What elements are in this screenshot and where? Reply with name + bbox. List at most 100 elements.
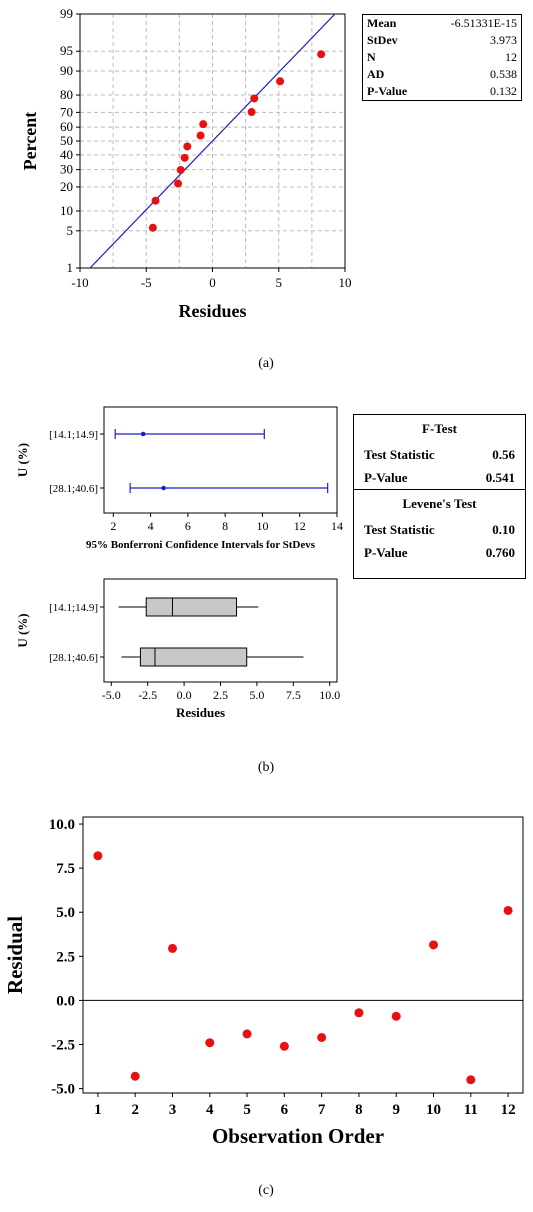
data-point — [503, 905, 513, 915]
fit-line — [89, 14, 336, 268]
interval-estimate — [161, 485, 166, 491]
x-tick-label: 14 — [331, 519, 343, 533]
data-point — [429, 940, 439, 950]
data-point — [279, 1041, 289, 1051]
f-test-statistic-label: Test Statistic — [364, 447, 435, 462]
x-tick-label: 10 — [256, 519, 268, 533]
stdev-interval-plot: 2 4 6 8 10 12 14 [14.1;14.9] [28.1;40.6] 95% Bonf… — [15, 406, 343, 551]
boxplot: -5.0 -2.5 0.0 2.5 5.0 7.5 10.0 [14.1;14.9] [28.1… — [15, 578, 340, 720]
x-tick-label: -2.5 — [138, 688, 157, 702]
stats-row: N 12 — [363, 49, 522, 66]
residual-order-plot: 10.07.55.02.50.0-2.5-5.01 2 3 4 5 6 7 8 9 10 11 12O… — [3, 816, 524, 1148]
x-tick-label: 8 — [222, 519, 228, 533]
stats-row: AD 0.538 — [363, 66, 522, 83]
data-point — [466, 1075, 476, 1085]
x-tick-label: 5 — [276, 275, 283, 290]
iqr-box — [139, 647, 248, 667]
x-tick-label: 4 — [148, 519, 154, 533]
x-tick-label: 5.0 — [249, 688, 264, 702]
x-tick-label: -10 — [71, 275, 88, 290]
y-tick-label: 70 — [60, 104, 73, 119]
x-axis-label: 95% Bonferroni Confidence Intervals for … — [86, 539, 316, 551]
x-tick-label: 2 — [131, 1102, 139, 1118]
category-label: [28.1;40.6] — [49, 483, 98, 495]
x-tick-label: 3 — [169, 1102, 177, 1118]
y-tick-label: 1 — [67, 260, 74, 275]
y-tick-label: 10 — [60, 203, 73, 218]
x-tick-label: 12 — [294, 519, 306, 533]
stats-label: Mean — [367, 16, 397, 30]
stats-label: N — [367, 50, 376, 64]
stats-value: 0.132 — [490, 84, 517, 98]
data-point — [250, 94, 259, 103]
x-tick-label: 0 — [209, 275, 216, 290]
y-axis-label: U (%) — [15, 443, 30, 477]
x-tick-label: 11 — [464, 1102, 478, 1118]
stats-row: P-Value 0.132 — [363, 83, 522, 101]
f-test-pvalue-label: P-Value — [364, 470, 408, 485]
x-tick-label: 9 — [392, 1102, 400, 1118]
data-point — [148, 223, 157, 232]
data-point — [247, 108, 256, 117]
y-tick-label: -5.0 — [51, 1082, 75, 1098]
plot-frame — [103, 578, 338, 683]
levene-pvalue-value: 0.760 — [485, 545, 515, 560]
data-point — [151, 196, 160, 205]
x-tick-label: 5 — [243, 1102, 251, 1118]
y-tick-label: 0.0 — [56, 993, 75, 1009]
x-tick-label: 10 — [339, 275, 352, 290]
y-tick-label: 20 — [60, 179, 73, 194]
f-test-statistic-value: 0.56 — [492, 447, 515, 462]
data-point — [205, 1038, 215, 1048]
x-axis-label: Observation Order — [212, 1124, 384, 1148]
data-point — [317, 50, 326, 59]
levene-pvalue-row: P-Value 0.760 — [364, 541, 515, 564]
stats-value: 0.538 — [490, 67, 517, 81]
data-point — [242, 1029, 252, 1039]
stats-table-a: Mean -6.51331E-15 StDev 3.973 N 12 AD 0.538 P-Va… — [362, 14, 522, 101]
stats-value: 12 — [505, 50, 517, 64]
y-tick-label: 40 — [60, 147, 73, 162]
data-point — [183, 142, 192, 151]
category-label: [14.1;14.9] — [49, 429, 98, 441]
x-axis-label: Residues — [176, 705, 225, 720]
y-axis-label: Residual — [3, 916, 27, 994]
y-tick-label: 10.0 — [49, 817, 75, 833]
x-tick-label: 4 — [206, 1102, 214, 1118]
stats-row: Mean -6.51331E-15 — [363, 15, 522, 33]
stats-label: StDev — [367, 33, 398, 47]
x-tick-label: 2.5 — [213, 688, 228, 702]
x-tick-label: -5 — [141, 275, 152, 290]
levene-test-title: Levene's Test — [402, 496, 477, 511]
iqr-box — [145, 597, 238, 617]
plot-frame — [82, 816, 524, 1094]
y-tick-label: 2.5 — [56, 949, 75, 965]
levene-statistic-row: Test Statistic 0.10 — [364, 518, 515, 541]
data-point — [199, 120, 208, 129]
plot-frame — [103, 406, 338, 514]
y-tick-label: 5.0 — [56, 905, 75, 921]
category-label: [14.1;14.9] — [49, 602, 98, 614]
f-test-pvalue-row: P-Value 0.541 — [364, 466, 515, 489]
caption-a: (a) — [258, 356, 274, 371]
levene-statistic-label: Test Statistic — [364, 522, 435, 537]
data-point — [196, 131, 205, 140]
y-axis-label: U (%) — [15, 613, 30, 647]
y-tick-label: 80 — [60, 87, 73, 102]
y-tick-label: 90 — [60, 63, 73, 78]
levene-statistic-value: 0.10 — [492, 522, 515, 537]
x-axis-label: Residues — [178, 301, 246, 321]
x-tick-label: 1 — [94, 1102, 102, 1118]
data-point — [391, 1011, 401, 1021]
y-tick-label: 5 — [67, 223, 74, 238]
data-point — [130, 1071, 140, 1081]
tests-box: F-Test Test Statistic 0.56 P-Value 0.541… — [353, 414, 526, 579]
stats-value: 3.973 — [490, 33, 517, 47]
data-point — [167, 943, 177, 953]
data-point — [176, 165, 185, 174]
x-tick-label: 10.0 — [319, 688, 340, 702]
data-point — [276, 77, 285, 86]
stats-value: -6.51331E-15 — [450, 16, 517, 30]
stats-label: P-Value — [367, 84, 408, 98]
